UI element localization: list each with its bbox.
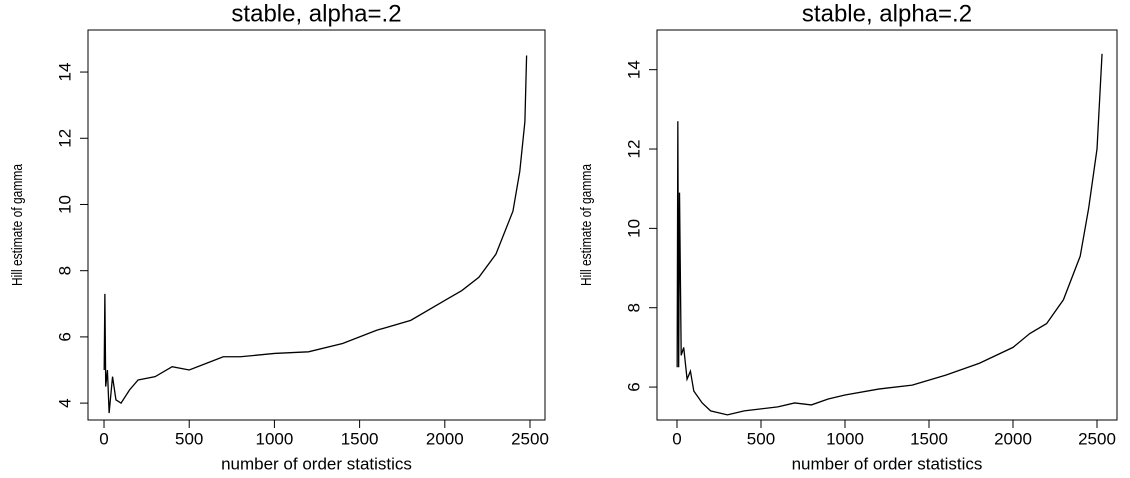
- x-tick-label: 500: [747, 429, 775, 448]
- data-line: [676, 53, 1103, 416]
- chart-title: stable, alpha=.2: [802, 0, 972, 27]
- x-tick-label: 0: [99, 429, 108, 448]
- x-tick-label: 2500: [1078, 429, 1116, 448]
- y-tick-label: 8: [55, 266, 74, 275]
- y-tick-label: 4: [55, 398, 74, 407]
- x-tick-label: 1000: [826, 429, 864, 448]
- plot-frame: [656, 29, 1118, 421]
- y-tick-label: 10: [624, 219, 643, 238]
- x-tick-label: 2500: [511, 429, 549, 448]
- x-axis-label: number of order statistics: [221, 454, 412, 473]
- x-tick-label: 1500: [910, 429, 948, 448]
- y-tick-label: 6: [55, 332, 74, 341]
- y-tick-label: 8: [624, 303, 643, 312]
- x-tick-label: 500: [175, 429, 203, 448]
- y-axis-label: Hill estimate of gamma: [9, 164, 26, 286]
- chart-title: stable, alpha=.2: [231, 0, 401, 27]
- y-tick-label: 6: [624, 382, 643, 391]
- x-tick-label: 2000: [994, 429, 1032, 448]
- x-tick-label: 2000: [426, 429, 464, 448]
- y-tick-label: 14: [624, 60, 643, 79]
- y-tick-label: 12: [55, 129, 74, 148]
- x-tick-label: 1500: [341, 429, 379, 448]
- x-tick-label: 1000: [255, 429, 293, 448]
- x-axis-label: number of order statistics: [792, 454, 983, 473]
- x-tick-label: 0: [672, 429, 681, 448]
- y-axis-label: Hill estimate of gamma: [578, 164, 595, 286]
- y-tick-label: 14: [55, 63, 74, 82]
- plot-frame: [87, 29, 546, 421]
- y-tick-label: 12: [624, 140, 643, 159]
- data-line: [103, 55, 528, 414]
- y-tick-label: 10: [55, 195, 74, 214]
